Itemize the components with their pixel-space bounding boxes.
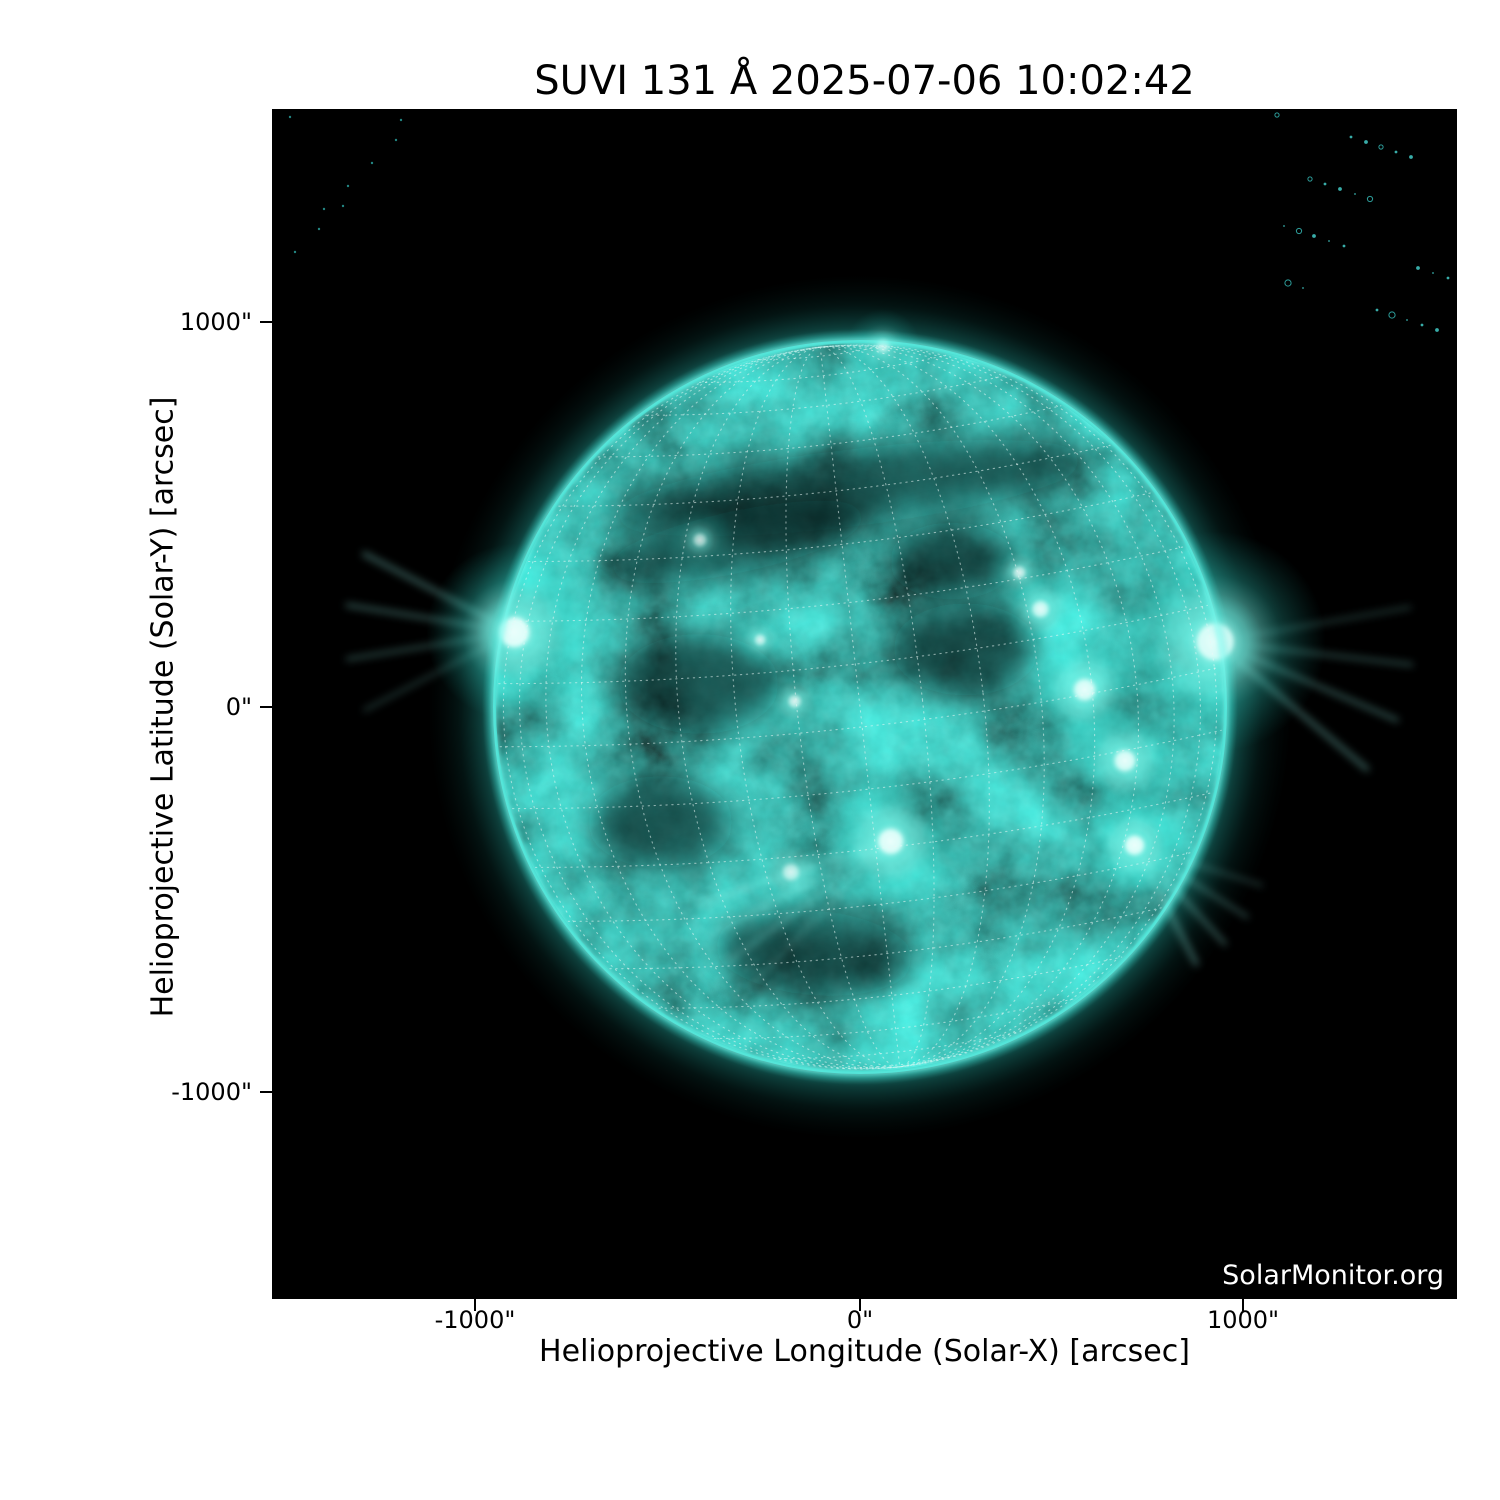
watermark: SolarMonitor.org <box>1222 1260 1444 1291</box>
x-tick-mark <box>1242 1299 1244 1311</box>
figure-title: SUVI 131 Å 2025-07-06 10:02:42 <box>534 58 1195 104</box>
y-tick-label-neg1000: -1000" <box>171 1078 252 1106</box>
x-tick-mark <box>474 1299 476 1311</box>
y-tick-mark <box>260 1091 272 1093</box>
y-tick-mark <box>260 706 272 708</box>
x-axis-label: Helioprojective Longitude (Solar-X) [arc… <box>539 1334 1190 1369</box>
y-tick-label-1000: 1000" <box>179 308 252 336</box>
solar-image <box>272 109 1457 1299</box>
y-tick-label-0: 0" <box>225 693 252 721</box>
y-tick-mark <box>260 321 272 323</box>
x-tick-mark <box>859 1299 861 1311</box>
plot-area: SolarMonitor.org <box>272 109 1457 1299</box>
